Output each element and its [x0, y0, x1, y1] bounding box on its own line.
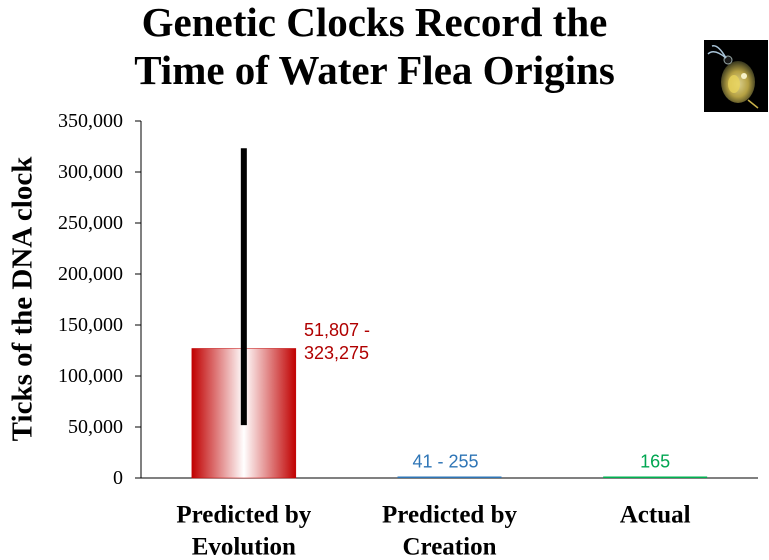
category-labels: Predicted by Evolution Predicted by Creatio…: [176, 502, 690, 560]
category-label-1-line-1: Predicted by: [382, 502, 517, 529]
data-labels: 51,807 - 323,275 41 - 255 165: [304, 320, 670, 472]
data-label-2: 165: [640, 452, 670, 472]
y-tick-label: 100,000: [58, 365, 123, 387]
y-tick-label: 0: [113, 467, 123, 489]
data-label-line-1: 51,807 -: [304, 320, 370, 340]
y-tick-label: 300,000: [58, 161, 123, 183]
data-label-line-2: 323,275: [304, 343, 369, 363]
chart-title-line-2: Time of Water Flea Origins: [134, 47, 615, 93]
category-label-0-line-2: Evolution: [192, 534, 296, 560]
y-tick-label: 350,000: [58, 110, 123, 132]
data-label-1: 41 - 255: [412, 452, 478, 472]
y-axis-ticks: 0 50,000 100,000 150,000 200,000 250,000 300,0…: [58, 110, 141, 489]
chart-title: Genetic Clocks Record the Time of Water …: [0, 0, 769, 100]
y-tick-label: 150,000: [58, 314, 123, 336]
y-tick-label: 50,000: [68, 416, 123, 438]
water-flea-photo: [704, 40, 768, 112]
water-flea-icon: [707, 45, 759, 109]
y-tick-label: 200,000: [58, 263, 123, 285]
bar-2: [603, 476, 708, 478]
chart-title-line-1: Genetic Clocks Record the: [141, 0, 608, 45]
category-label-1-line-2: Creation: [403, 534, 497, 560]
y-tick-label: 250,000: [58, 212, 123, 234]
bar-1: [397, 476, 502, 478]
y-axis-label: Ticks of the DNA clock: [7, 156, 39, 442]
category-label-2-line-1: Actual: [620, 502, 691, 529]
category-label-0-line-1: Predicted by: [176, 502, 311, 529]
